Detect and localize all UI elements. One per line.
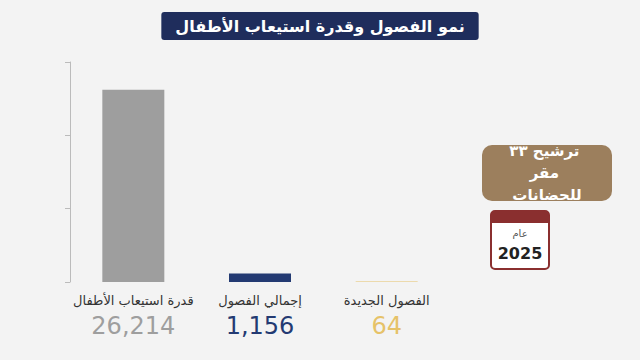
svg-text:26,214: 26,214 <box>91 312 175 340</box>
svg-text:1,156: 1,156 <box>226 312 295 340</box>
svg-text:قدرة استيعاب الأطفال: قدرة استيعاب الأطفال <box>73 292 194 309</box>
svg-text:عام: عام <box>512 228 527 239</box>
svg-text:2025: 2025 <box>498 244 543 263</box>
svg-text:الفصول الجديدة: الفصول الجديدة <box>344 293 430 309</box>
svg-text:مقر: مقر <box>529 164 565 182</box>
svg-text:إجمالي الفصول: إجمالي الفصول <box>218 293 302 309</box>
svg-text:للحضانات: للحضانات <box>512 186 581 204</box>
svg-text:ترشيح ٣٣: ترشيح ٣٣ <box>509 142 584 160</box>
svg-text:نمو الفصول وقدرة استيعاب الأطف: نمو الفصول وقدرة استيعاب الأطفال <box>175 17 464 36</box>
svg-text:64: 64 <box>371 312 402 340</box>
